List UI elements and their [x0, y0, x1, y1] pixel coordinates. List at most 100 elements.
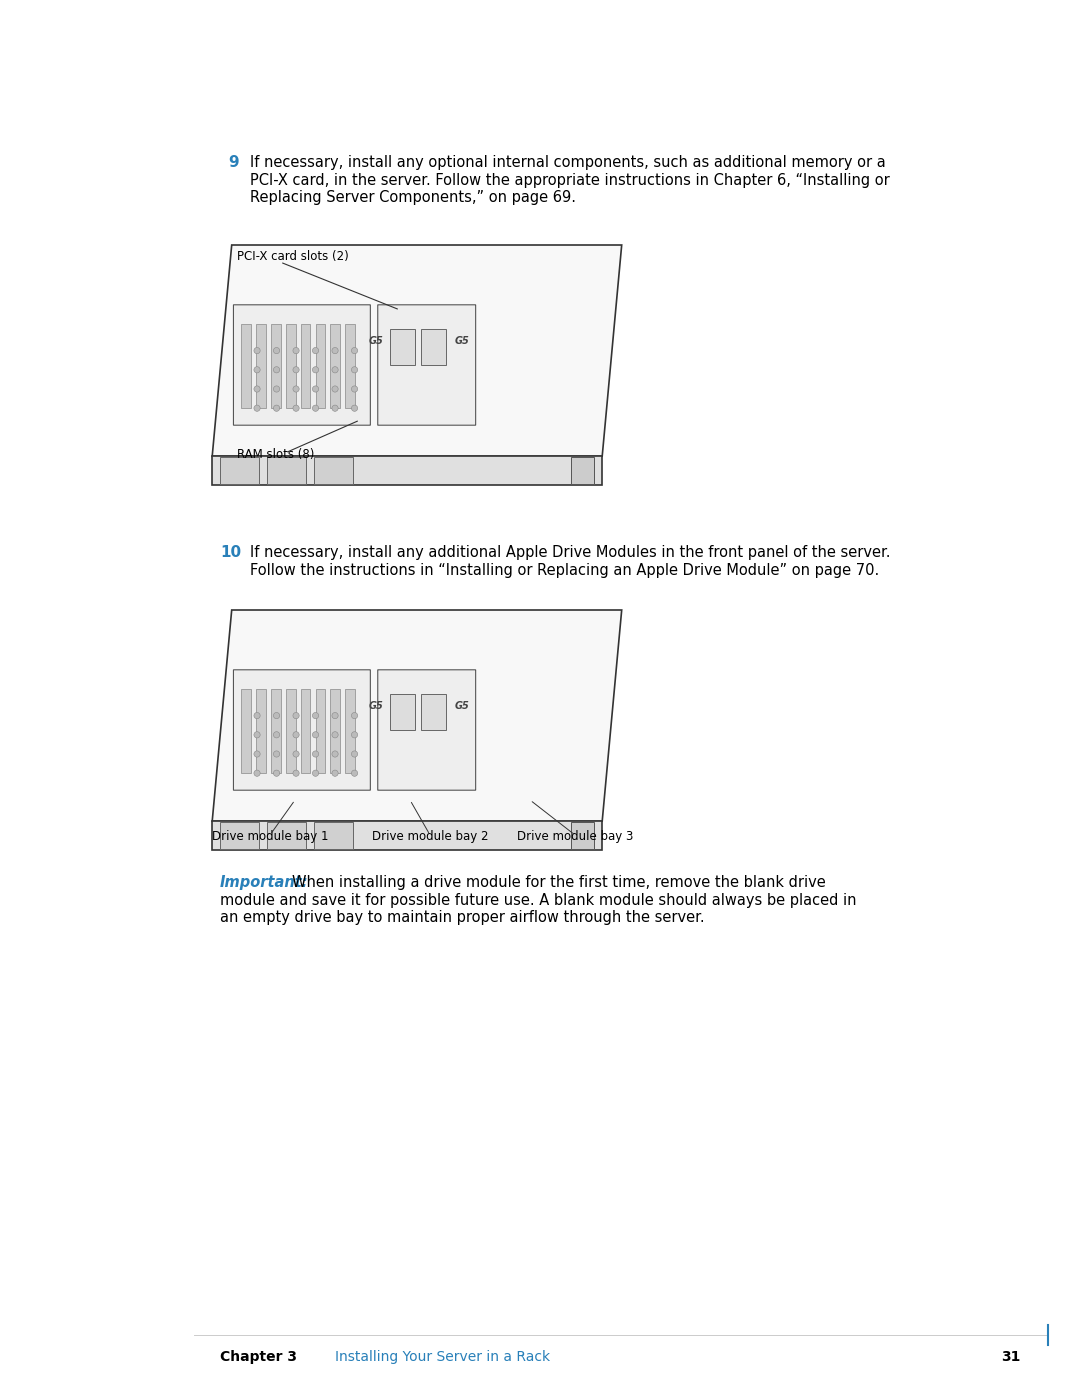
Circle shape [332, 405, 338, 411]
Circle shape [312, 386, 319, 393]
Text: When installing a drive module for the first time, remove the blank drive: When installing a drive module for the f… [292, 875, 826, 890]
Circle shape [293, 732, 299, 738]
Text: an empty drive bay to maintain proper airflow through the server.: an empty drive bay to maintain proper ai… [220, 909, 704, 925]
Polygon shape [212, 244, 622, 457]
Bar [330, 324, 340, 408]
Text: If necessary, install any additional Apple Drive Modules in the front panel of t: If necessary, install any additional App… [249, 545, 891, 560]
Circle shape [312, 366, 319, 373]
Bar [315, 324, 325, 408]
Text: G5: G5 [368, 701, 383, 711]
Circle shape [293, 348, 299, 353]
Circle shape [254, 712, 260, 718]
Circle shape [293, 386, 299, 393]
Circle shape [351, 386, 357, 393]
Circle shape [312, 348, 319, 353]
Bar [286, 689, 296, 773]
Bar [313, 823, 352, 849]
Text: 9: 9 [228, 155, 239, 170]
Circle shape [273, 366, 280, 373]
Circle shape [273, 405, 280, 411]
Circle shape [351, 770, 357, 777]
Text: Follow the instructions in “Installing or Replacing an Apple Drive Module” on pa: Follow the instructions in “Installing o… [249, 563, 879, 577]
Circle shape [293, 405, 299, 411]
Circle shape [254, 348, 260, 353]
Bar [390, 330, 415, 365]
Circle shape [332, 732, 338, 738]
Circle shape [351, 405, 357, 411]
Text: Drive module bay 1: Drive module bay 1 [212, 830, 328, 842]
Text: Replacing Server Components,” on page 69.: Replacing Server Components,” on page 69… [249, 190, 576, 205]
Text: Installing Your Server in a Rack: Installing Your Server in a Rack [335, 1350, 550, 1363]
Text: G5: G5 [455, 337, 469, 346]
Text: PCI-X card slots (2): PCI-X card slots (2) [237, 250, 349, 263]
Circle shape [351, 348, 357, 353]
Polygon shape [212, 821, 603, 849]
Text: PCI-X card, in the server. Follow the appropriate instructions in Chapter 6, “In: PCI-X card, in the server. Follow the ap… [249, 172, 890, 187]
Circle shape [293, 366, 299, 373]
Bar [346, 324, 355, 408]
Circle shape [351, 750, 357, 757]
Circle shape [332, 386, 338, 393]
Circle shape [312, 770, 319, 777]
Polygon shape [212, 610, 622, 821]
Circle shape [254, 770, 260, 777]
Circle shape [254, 750, 260, 757]
Circle shape [312, 712, 319, 718]
Bar [300, 324, 310, 408]
Bar [220, 457, 259, 483]
Text: 10: 10 [220, 545, 241, 560]
Text: Chapter 3: Chapter 3 [220, 1350, 297, 1363]
Bar [242, 689, 252, 773]
Circle shape [351, 732, 357, 738]
Bar [346, 689, 355, 773]
Circle shape [254, 405, 260, 411]
Circle shape [332, 366, 338, 373]
Circle shape [293, 712, 299, 718]
Circle shape [312, 405, 319, 411]
Circle shape [351, 712, 357, 718]
Bar [390, 694, 415, 731]
Circle shape [351, 366, 357, 373]
Text: G5: G5 [368, 337, 383, 346]
Text: Drive module bay 2: Drive module bay 2 [372, 830, 488, 842]
FancyBboxPatch shape [378, 305, 475, 425]
Bar [271, 324, 281, 408]
Circle shape [332, 770, 338, 777]
Circle shape [254, 366, 260, 373]
Bar [286, 324, 296, 408]
Text: If necessary, install any optional internal components, such as additional memor: If necessary, install any optional inter… [249, 155, 886, 170]
Bar [267, 823, 306, 849]
Circle shape [332, 750, 338, 757]
Bar [256, 324, 266, 408]
Bar [300, 689, 310, 773]
Circle shape [293, 750, 299, 757]
Bar [313, 457, 352, 483]
Circle shape [273, 732, 280, 738]
Bar [571, 457, 594, 483]
Text: module and save it for possible future use. A blank module should always be plac: module and save it for possible future u… [220, 893, 856, 908]
Text: 31: 31 [1001, 1350, 1020, 1363]
Circle shape [254, 386, 260, 393]
Bar [220, 823, 259, 849]
FancyBboxPatch shape [378, 669, 475, 791]
Text: Important:: Important: [220, 875, 309, 890]
Text: Drive module bay 3: Drive module bay 3 [517, 830, 633, 842]
FancyBboxPatch shape [233, 669, 370, 791]
Circle shape [293, 770, 299, 777]
Circle shape [332, 348, 338, 353]
Circle shape [273, 750, 280, 757]
Circle shape [332, 712, 338, 718]
Circle shape [273, 770, 280, 777]
FancyBboxPatch shape [233, 305, 370, 425]
Bar [242, 324, 252, 408]
Bar [271, 689, 281, 773]
Bar [256, 689, 266, 773]
Bar [267, 457, 306, 483]
Bar [315, 689, 325, 773]
Text: G5: G5 [455, 701, 469, 711]
Polygon shape [212, 457, 603, 485]
Bar [330, 689, 340, 773]
Circle shape [254, 732, 260, 738]
Text: RAM slots (8): RAM slots (8) [237, 448, 314, 461]
Bar [421, 694, 446, 731]
